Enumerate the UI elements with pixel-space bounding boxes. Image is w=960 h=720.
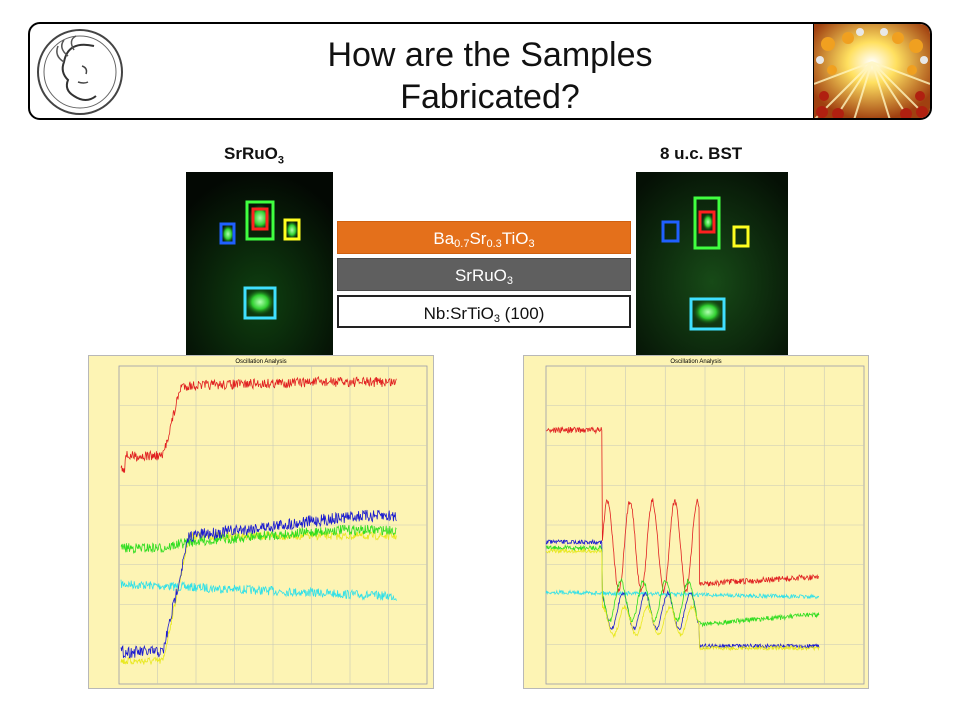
yellow-box xyxy=(732,225,750,248)
left-sample-label: SrRuO3 xyxy=(224,144,284,167)
plot-traces xyxy=(545,426,820,652)
green-trace xyxy=(546,544,820,628)
plot-grid xyxy=(545,365,865,685)
blue-box xyxy=(661,220,680,243)
plot-grid xyxy=(118,365,428,685)
blue-trace xyxy=(120,509,397,659)
left-rheed-image xyxy=(186,172,333,355)
green-box xyxy=(693,196,721,250)
plot-title: Oscillation Analysis xyxy=(235,359,286,365)
red-box xyxy=(698,210,716,234)
blue-trace xyxy=(545,538,820,650)
green-box xyxy=(245,200,275,241)
green-trace xyxy=(120,524,397,555)
yellow-trace xyxy=(120,530,397,666)
yellow-trace xyxy=(545,547,820,652)
right-sample-label: 8 u.c. BST xyxy=(660,144,743,163)
minerva-head-icon xyxy=(34,26,126,118)
red-trace xyxy=(120,375,397,473)
title-line-1: How are the Samples xyxy=(327,36,653,74)
left-oscillation-plot: Oscillation Analysis xyxy=(88,355,434,689)
cyan-box xyxy=(689,297,726,331)
cyan-trace xyxy=(120,579,397,601)
layer-substrate: Nb:SrTiO3 (100) xyxy=(337,295,631,328)
blue-box xyxy=(219,222,236,245)
title-line-2: Fabricated? xyxy=(400,78,580,116)
plot-title: Oscillation Analysis xyxy=(670,359,721,365)
layer-bst: Ba0.7Sr0.3TiO3 xyxy=(337,221,631,254)
cyan-box xyxy=(243,286,277,320)
layer-srruo3: SrRuO3 xyxy=(337,258,631,291)
red-trace xyxy=(545,426,819,594)
cyan-trace xyxy=(545,589,820,600)
right-oscillation-plot: Oscillation Analysis xyxy=(523,355,869,689)
yellow-box xyxy=(283,218,301,241)
title-banner: How are the Samples Fabricated? xyxy=(28,22,932,120)
crystal-lattice-icon xyxy=(813,24,930,118)
slide-title: How are the Samples Fabricated? xyxy=(210,34,770,118)
right-rheed-image xyxy=(636,172,788,355)
red-box xyxy=(251,207,269,231)
plot-traces xyxy=(120,375,397,666)
